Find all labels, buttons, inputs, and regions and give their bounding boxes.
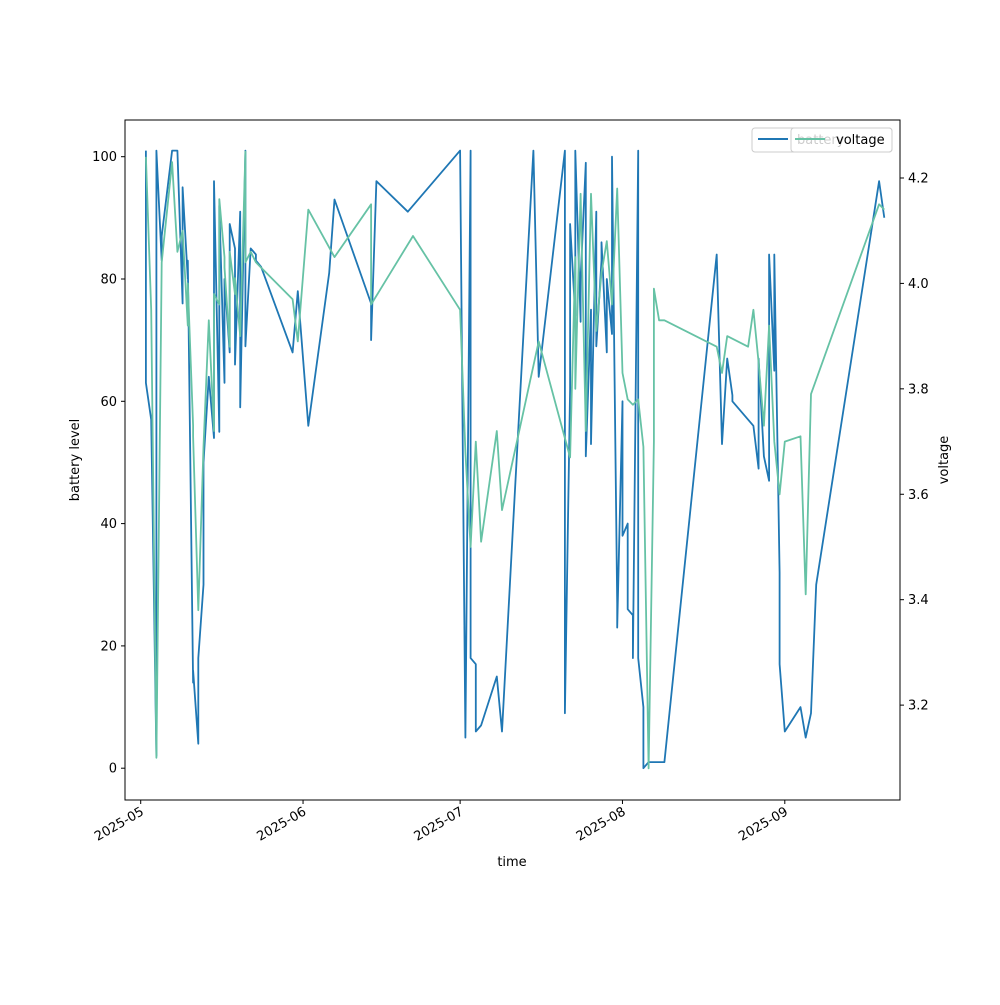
y-right-tick-label: 3.6 [908, 488, 929, 503]
y-right-tick-label: 4.0 [908, 277, 929, 292]
y-axis-right-label: voltage [937, 436, 952, 485]
x-axis-label: time [497, 855, 526, 870]
y-axis-left: 0 20 40 60 80 100 [92, 150, 125, 777]
y-left-tick-label: 80 [100, 272, 117, 287]
y-left-tick-label: 100 [92, 150, 117, 165]
x-tick-label: 2025-09 [736, 804, 791, 844]
series-line-voltage [145, 150, 885, 770]
legend-voltage-box [790, 127, 893, 153]
y-right-tick-label: 4.2 [908, 171, 929, 186]
y-axis-right: 3.2 3.4 3.6 3.8 4.0 4.2 [900, 171, 929, 714]
x-tick-label: 2025-06 [254, 804, 309, 844]
y-left-tick-label: 60 [100, 395, 117, 410]
legend-voltage: voltage [790, 127, 893, 153]
y-axis-left-label: battery level [68, 419, 83, 502]
y-left-tick-label: 0 [109, 762, 117, 777]
legend-voltage-label: voltage [836, 133, 885, 148]
x-tick-label: 2025-05 [92, 804, 147, 844]
series-layer [145, 149, 886, 770]
x-tick-label: 2025-07 [412, 804, 467, 844]
y-left-tick-label: 20 [100, 639, 117, 654]
plot-frame [124, 119, 901, 801]
y-right-tick-label: 3.8 [908, 382, 929, 397]
series-line-battery [145, 149, 886, 770]
y-right-tick-label: 3.4 [908, 593, 929, 608]
x-tick-label: 2025-08 [574, 804, 629, 844]
y-right-tick-label: 3.2 [908, 699, 929, 714]
y-left-tick-label: 40 [100, 517, 117, 532]
x-axis: 2025-05 2025-06 2025-07 2025-08 2025-09 [92, 800, 791, 845]
